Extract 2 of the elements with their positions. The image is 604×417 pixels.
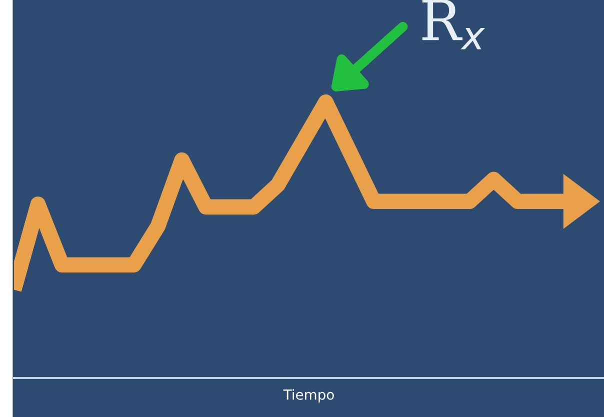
x-axis-title: Tiempo: [283, 389, 334, 403]
text: R$_{x}$: [422, 0, 486, 50]
